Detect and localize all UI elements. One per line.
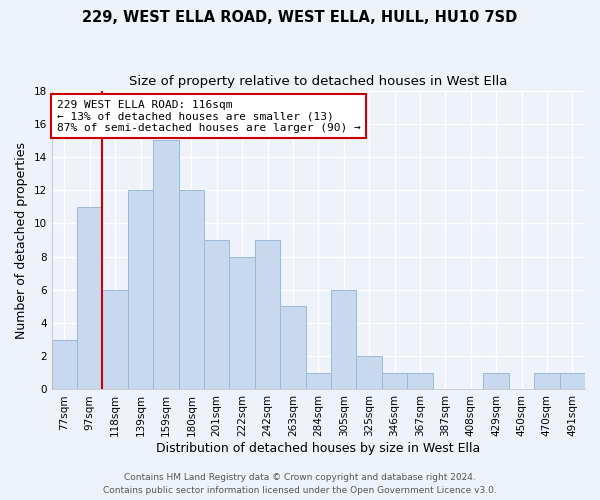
Bar <box>52 340 77 390</box>
Text: 229, WEST ELLA ROAD, WEST ELLA, HULL, HU10 7SD: 229, WEST ELLA ROAD, WEST ELLA, HULL, HU… <box>82 10 518 25</box>
Y-axis label: Number of detached properties: Number of detached properties <box>15 142 28 338</box>
Bar <box>255 240 280 390</box>
Bar <box>305 373 331 390</box>
Bar <box>229 256 255 390</box>
Bar <box>331 290 356 390</box>
Bar <box>204 240 229 390</box>
Bar <box>153 140 179 390</box>
Bar <box>280 306 305 390</box>
Bar <box>560 373 585 390</box>
Bar <box>356 356 382 390</box>
Bar <box>128 190 153 390</box>
X-axis label: Distribution of detached houses by size in West Ella: Distribution of detached houses by size … <box>156 442 481 455</box>
Bar <box>179 190 204 390</box>
Bar <box>77 207 103 390</box>
Bar <box>407 373 433 390</box>
Text: 229 WEST ELLA ROAD: 116sqm
← 13% of detached houses are smaller (13)
87% of semi: 229 WEST ELLA ROAD: 116sqm ← 13% of deta… <box>57 100 361 132</box>
Bar <box>382 373 407 390</box>
Text: Contains HM Land Registry data © Crown copyright and database right 2024.
Contai: Contains HM Land Registry data © Crown c… <box>103 474 497 495</box>
Bar <box>103 290 128 390</box>
Title: Size of property relative to detached houses in West Ella: Size of property relative to detached ho… <box>129 75 508 88</box>
Bar <box>534 373 560 390</box>
Bar <box>484 373 509 390</box>
